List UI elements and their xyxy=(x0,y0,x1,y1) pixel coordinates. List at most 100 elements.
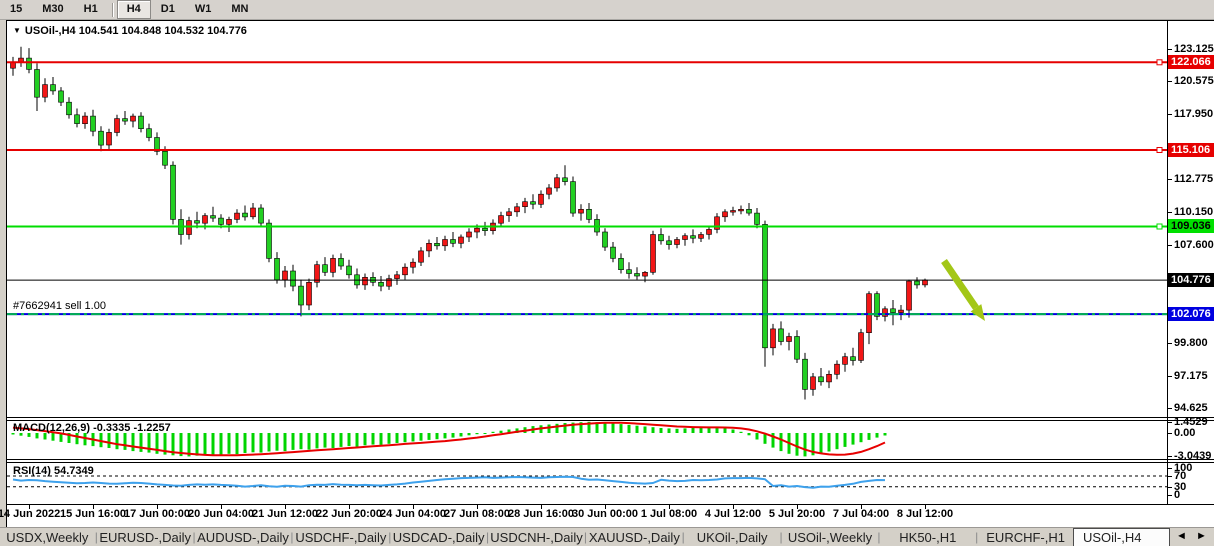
tab-separator: | xyxy=(681,530,685,544)
time-tick xyxy=(349,505,350,509)
tab-separator: | xyxy=(94,530,98,544)
tab-separator: | xyxy=(192,530,196,544)
svg-text:#7662941 sell 1.00: #7662941 sell 1.00 xyxy=(13,300,106,312)
macd-tick xyxy=(1167,456,1172,457)
price-badge: 109.036 xyxy=(1168,219,1214,233)
tab-hk50-h1[interactable]: HK50-,H1 xyxy=(899,529,957,545)
rsi-axis-label: 0 xyxy=(1174,489,1181,501)
time-label: 8 Jul 12:00 xyxy=(896,508,954,520)
price-tick xyxy=(1167,343,1172,344)
time-tick xyxy=(413,505,414,509)
price-label: 110.150 xyxy=(1174,206,1214,218)
time-label: 15 Jun 16:00 xyxy=(59,508,127,520)
time-label: 4 Jul 12:00 xyxy=(704,508,762,520)
time-tick xyxy=(605,505,606,509)
tab-usoil-h4[interactable]: USOil-,H4 xyxy=(1072,528,1170,546)
timeframe-toolbar: 15 M30 H1 H4 D1 W1 MN xyxy=(0,0,1214,20)
price-tick xyxy=(1167,212,1172,213)
time-tick xyxy=(477,505,478,509)
time-tick xyxy=(541,505,542,509)
tab-separator: | xyxy=(290,530,294,544)
timeframe-button-m30[interactable]: M30 xyxy=(42,3,64,15)
price-badge: 102.076 xyxy=(1168,307,1214,321)
rsi-axis-label: 70 xyxy=(1174,470,1187,482)
time-label: 7 Jul 04:00 xyxy=(832,508,890,520)
macd-tick xyxy=(1167,433,1172,434)
macd-label: MACD(12,26,9) -0.3335 -1.2257 xyxy=(13,422,171,434)
toolbar-separator xyxy=(111,2,113,17)
time-tick xyxy=(925,505,926,509)
rsi-tick xyxy=(1167,468,1172,469)
time-tick xyxy=(221,505,222,509)
price-label: 112.775 xyxy=(1174,173,1214,185)
rsi-tick xyxy=(1167,487,1172,488)
price-badge: 122.066 xyxy=(1168,55,1214,69)
panel-separator[interactable] xyxy=(6,420,1214,421)
tab-separator: | xyxy=(779,530,783,544)
time-tick xyxy=(733,505,734,509)
chart-title-text: USOil-,H4 104.541 104.848 104.532 104.77… xyxy=(24,25,247,37)
tab-scroll-left-icon[interactable]: ◄ xyxy=(1176,530,1187,542)
time-label: 22 Jun 20:00 xyxy=(315,508,383,520)
price-label: 120.575 xyxy=(1174,75,1214,87)
tab-usdcnh-daily[interactable]: USDCNH-,Daily xyxy=(490,529,583,545)
timeframe-button-d1[interactable]: D1 xyxy=(160,3,175,15)
price-tick xyxy=(1167,408,1172,409)
timeframe-button-15[interactable]: 15 xyxy=(10,3,23,15)
price-tick xyxy=(1167,114,1172,115)
price-tick xyxy=(1167,81,1172,82)
time-tick xyxy=(797,505,798,509)
time-label: 28 Jun 16:00 xyxy=(507,508,575,520)
timeframe-button-w1[interactable]: W1 xyxy=(194,3,212,15)
macd-axis-label: 0.00 xyxy=(1174,427,1196,439)
time-label: 20 Jun 04:00 xyxy=(187,508,255,520)
time-tick xyxy=(93,505,94,509)
tab-usdx-weekly[interactable]: USDX,Weekly xyxy=(6,529,89,545)
price-badge: 115.106 xyxy=(1168,143,1214,157)
time-tick xyxy=(861,505,862,509)
macd-tick xyxy=(1167,422,1172,423)
tab-scroll-right-icon[interactable]: ► xyxy=(1196,530,1207,542)
tab-ukoil-daily[interactable]: UKOil-,Daily xyxy=(696,529,768,545)
timeframe-button-h4[interactable]: H4 xyxy=(116,0,151,19)
chart-menu-icon[interactable]: ▼ xyxy=(13,26,21,35)
chart-window xyxy=(6,20,1214,527)
time-label: 1 Jul 08:00 xyxy=(640,508,698,520)
time-label: 17 Jun 00:00 xyxy=(123,508,191,520)
price-badge: 104.776 xyxy=(1168,273,1214,287)
tab-xauusd-daily[interactable]: XAUUSD-,Daily xyxy=(588,529,680,545)
rsi-tick xyxy=(1167,476,1172,477)
price-label: 117.950 xyxy=(1174,108,1214,120)
price-tick xyxy=(1167,245,1172,246)
price-label: 97.175 xyxy=(1174,370,1208,382)
price-label: 107.600 xyxy=(1174,239,1214,251)
timeframe-button-h1[interactable]: H1 xyxy=(83,3,98,15)
time-label: 14 Jun 2022 xyxy=(0,508,61,520)
time-label: 5 Jul 20:00 xyxy=(768,508,826,520)
time-label: 27 Jun 08:00 xyxy=(443,508,511,520)
tab-separator: | xyxy=(975,530,979,544)
chart-canvas[interactable]: #7662941 sell 1.00 xyxy=(7,21,1167,505)
panel-separator[interactable] xyxy=(6,462,1214,463)
xaxis-line xyxy=(6,504,1214,505)
chart-title: ▼ USOil-,H4 104.541 104.848 104.532 104.7… xyxy=(13,25,247,37)
tab-eurusd-daily[interactable]: EURUSD-,Daily xyxy=(99,529,192,545)
rsi-axis-label: 30 xyxy=(1174,481,1187,493)
tab-eurchf-h1[interactable]: EURCHF-,H1 xyxy=(986,529,1065,545)
tab-usdcad-daily[interactable]: USDCAD-,Daily xyxy=(392,529,485,545)
rsi-axis-label: 100 xyxy=(1174,462,1193,474)
price-label: 94.625 xyxy=(1174,402,1208,414)
time-label: 21 Jun 12:00 xyxy=(251,508,319,520)
price-tick xyxy=(1167,376,1172,377)
macd-axis-label: 1.4529 xyxy=(1174,416,1208,428)
panel-separator[interactable] xyxy=(6,417,1214,418)
time-tick xyxy=(285,505,286,509)
panel-separator[interactable] xyxy=(6,459,1214,460)
symbol-tab-bar: USDX,Weekly | EURUSD-,Daily | AUDUSD-,Daily |… xyxy=(0,527,1214,546)
price-label: 123.125 xyxy=(1174,43,1214,55)
timeframe-button-mn[interactable]: MN xyxy=(231,3,249,15)
tab-usoil-weekly[interactable]: USOil-,Weekly xyxy=(787,529,873,545)
tab-audusd-daily[interactable]: AUDUSD-,Daily xyxy=(197,529,289,545)
tab-separator: | xyxy=(486,530,490,544)
tab-usdchf-daily[interactable]: USDCHF-,Daily xyxy=(295,529,387,545)
